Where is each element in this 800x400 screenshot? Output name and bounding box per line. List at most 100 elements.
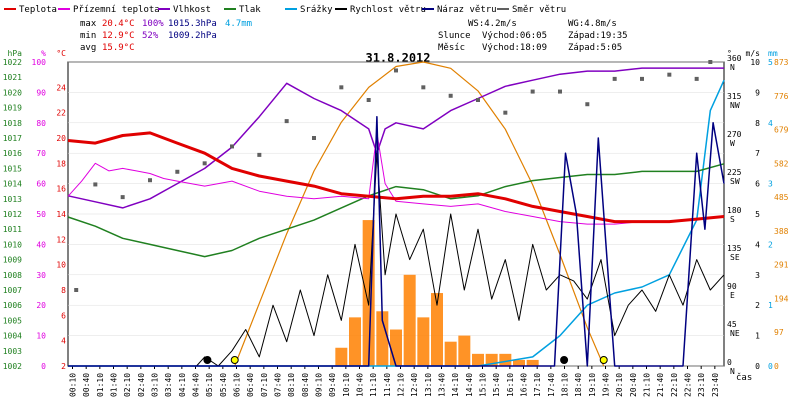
wind-dir-point [640,76,644,81]
temperature-tick-label: 8 [61,286,66,295]
series-line-wind-speed [68,152,725,367]
wind-dir-point [476,98,480,102]
rain-bar [403,274,416,366]
wind-dir-point [448,93,453,98]
stats-min-hum: 52% [142,31,159,41]
x-tick-label: 22:40 [684,373,693,397]
pressure-tick-label: 1006 [3,301,22,310]
wind-dir-tick-dir: N [730,367,735,376]
wind-dir-tick-dir: NE [730,329,740,338]
wind-dir-point [93,182,98,187]
wind-dir-point [694,76,699,81]
humidity-tick-label: 30 [36,271,46,280]
stats-panel: max 20.4°C 100% 1015.3hPa 4.7mm min 12.9… [80,19,628,53]
x-tick-label: 12:40 [410,373,419,397]
legend-label: Náraz větru [437,5,497,15]
wind_speed-tick-label: 7 [755,149,760,158]
wind-dir-point [530,89,535,94]
pressure-tick-label: 1022 [3,58,22,67]
rain-bar [349,317,361,366]
temperature-tick-label: 16 [56,185,66,194]
temperature-tick-label: 2 [61,362,66,371]
solar-line [234,61,605,367]
wind-dir-point [312,136,316,140]
wind-dir-tick-deg: 180 [727,206,742,215]
rain-bar [472,353,484,366]
x-tick-label: 05:40 [219,373,228,397]
x-tick-label: 02:10 [123,373,132,397]
rain-bar [390,329,402,366]
pressure-tick-label: 1021 [3,73,22,82]
pressure-tick-label: 1003 [3,347,22,356]
x-tick-label: 22:10 [670,373,679,397]
rain-bar [526,359,539,366]
stats-sun-label: Slunce [438,31,471,41]
pressure-tick-label: 1016 [3,149,22,158]
sunset-marker [599,356,608,364]
wind-dir-tick-deg: 135 [727,244,742,253]
x-tick-label: 15:10 [479,373,488,397]
wind_speed-tick-label: 0 [755,362,760,371]
x-tick-label: 01:10 [96,373,105,397]
solar-tick-label: 582 [774,159,789,168]
legend-label: Vlhkost [173,5,211,15]
series-line-humidity [67,67,724,209]
temperature-tick-label: 22 [56,109,66,118]
wind-dir-point [558,89,562,94]
wind-dir-point [585,102,590,107]
temperature-tick-label: 20 [56,134,66,143]
wind-dir-point [175,169,180,174]
x-tick-label: 11:10 [369,373,378,397]
legend-label: Rychlost větru [350,5,426,15]
x-tick-label: 13:40 [438,373,447,397]
rain-bar [431,293,443,366]
wind-dir-tick-deg: 90 [727,282,737,291]
stats-moonrise: Východ:18:09 [482,43,547,53]
rain-tick-label: 1 [768,301,773,310]
solar-tick-label: 679 [774,126,789,135]
stats-avg-label: avg [80,43,96,53]
x-tick-label: 23:10 [697,373,706,397]
temperature-tick-label: 10 [56,261,66,270]
pressure-tick-label: 1017 [3,134,22,143]
wind-dir-tick-dir: SW [730,177,740,186]
x-tick-label: 13:10 [424,373,433,397]
x-tick-label: 06:10 [233,373,242,397]
humidity-tick-label: 90 [36,88,46,97]
x-axis-label: čas [736,372,752,383]
wind-dir-tick-dir: W [730,139,735,148]
x-tick-label: 19:40 [602,373,611,397]
legend-label: Tlak [239,5,261,15]
x-tick-label: 02:40 [137,373,146,397]
x-tick-label: 03:40 [164,373,173,397]
x-tick-label: 03:10 [151,373,160,397]
x-tick-label: 17:40 [547,373,556,397]
x-tick-label: 00:40 [82,373,91,397]
wind-dir-point [708,60,713,64]
pressure-tick-label: 1018 [3,119,22,128]
solar-tick-label: 485 [774,193,789,202]
legend: Teplota Přízemní teplota Vlhkost Tlak Srážky… [4,5,566,15]
stats-sunset: Západ:19:35 [568,31,628,41]
stats-rain-total: 4.7mm [225,19,252,29]
pressure-tick-label: 1013 [3,195,22,204]
x-tick-label: 09:10 [315,373,324,397]
rain-bar [335,347,348,366]
rain-bar [458,335,471,366]
x-tick-label: 19:10 [588,373,597,397]
stats-moon-label: Měsíc [438,43,465,53]
wind_speed-tick-label: 2 [755,301,760,310]
rain-bar [444,341,457,366]
wind-dir-point [421,85,426,90]
humidity-tick-label: 0 [41,362,46,371]
x-tick-label: 12:10 [397,373,406,397]
wind_speed-tick-label: 1 [755,332,760,341]
stats-max-label: max [80,19,97,29]
temperature-tick-label: 6 [61,311,66,320]
x-tick-label: 18:10 [561,373,570,397]
wind-dir-point [74,288,79,292]
rain-bar [513,359,525,366]
stats-min-label: min [80,31,96,41]
rain-unit-label: mm [768,49,778,58]
stats-avg-temp: 15.9°C [102,43,135,53]
